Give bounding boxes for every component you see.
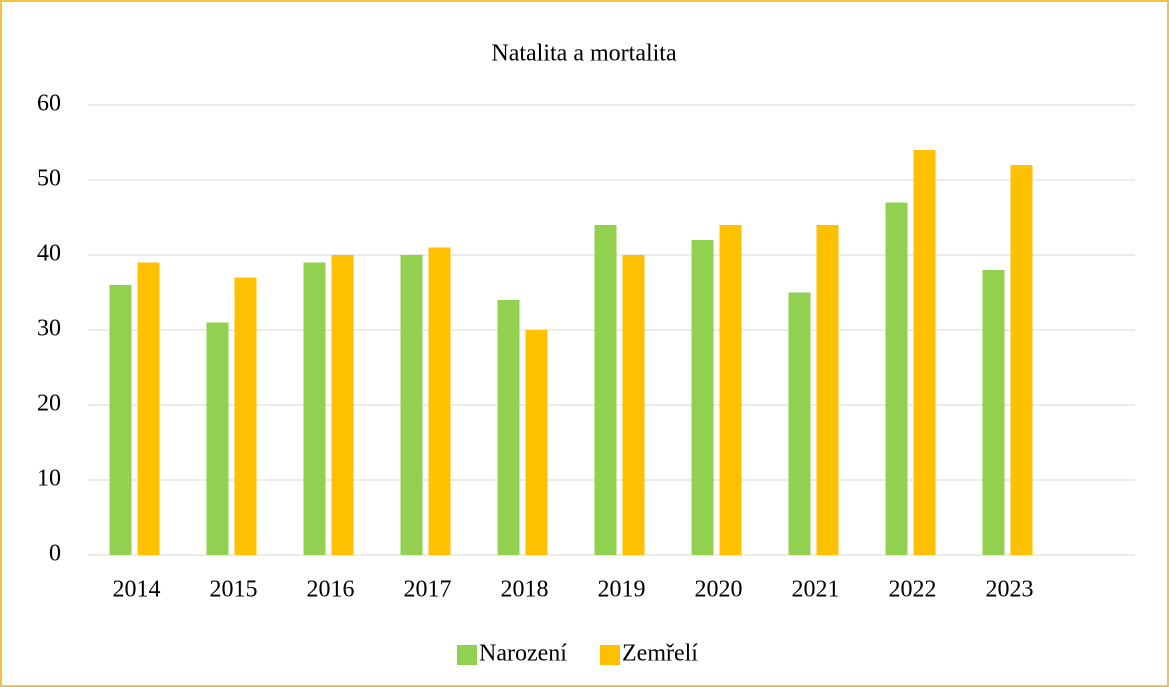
bar — [331, 255, 354, 555]
legend-label: Zemřelí — [622, 641, 698, 667]
y-tick-label: 20 — [37, 391, 61, 417]
bar — [594, 225, 617, 555]
x-tick-label: 2018 — [501, 577, 549, 603]
y-tick-label: 50 — [37, 166, 61, 192]
legend-swatch — [457, 645, 477, 665]
y-tick-label: 30 — [37, 316, 61, 342]
bar — [913, 150, 936, 555]
bar — [622, 255, 645, 555]
bar — [525, 330, 548, 555]
bar — [109, 285, 132, 555]
bar — [137, 262, 160, 555]
y-tick-label: 0 — [49, 541, 61, 567]
bar — [206, 322, 229, 555]
legend-swatch — [600, 645, 620, 665]
bar — [497, 300, 520, 555]
bar — [691, 240, 714, 555]
x-tick-label: 2019 — [598, 577, 646, 603]
bar — [885, 202, 908, 555]
bar — [816, 225, 839, 555]
x-tick-label: 2014 — [113, 577, 161, 603]
bar — [719, 225, 742, 555]
x-tick-label: 2017 — [404, 577, 452, 603]
bar — [400, 255, 423, 555]
chart-title: Natalita a mortalita — [491, 41, 677, 67]
bar — [1010, 165, 1033, 555]
bar — [788, 292, 811, 555]
x-tick-label: 2021 — [792, 577, 840, 603]
x-tick-label: 2015 — [210, 577, 258, 603]
bar — [303, 262, 326, 555]
bar — [428, 247, 451, 555]
y-tick-label: 60 — [37, 91, 61, 117]
x-tick-label: 2022 — [889, 577, 937, 603]
y-tick-label: 10 — [37, 466, 61, 492]
x-tick-label: 2016 — [307, 577, 355, 603]
bar — [982, 270, 1005, 555]
x-tick-label: 2020 — [695, 577, 743, 603]
x-tick-label: 2023 — [986, 577, 1034, 603]
legend-label: Narození — [479, 641, 567, 667]
y-tick-label: 40 — [37, 241, 61, 267]
bar — [234, 277, 257, 555]
